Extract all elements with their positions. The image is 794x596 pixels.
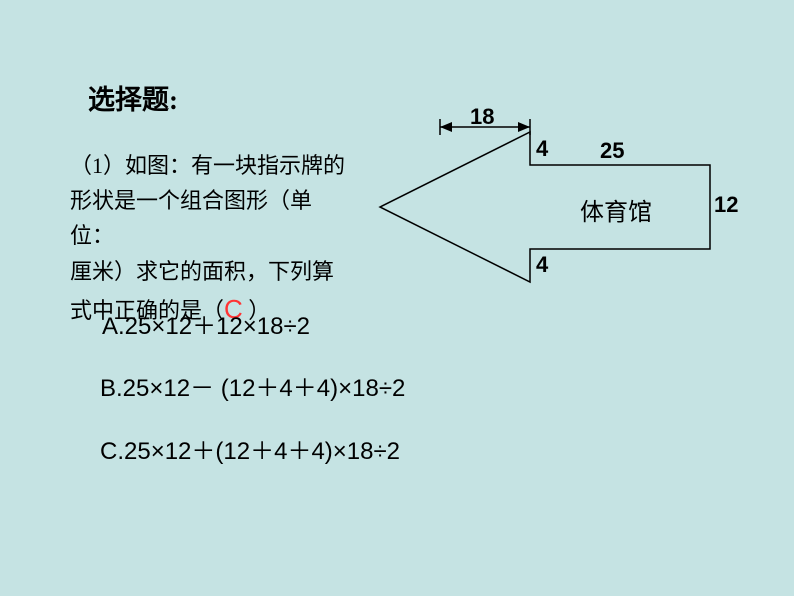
option-a: A.25×12＋12×18÷2 bbox=[102, 306, 310, 341]
arrow-shape-svg bbox=[370, 112, 730, 292]
top-bracket-arrow-right bbox=[518, 122, 530, 132]
dim-label-4-top: 4 bbox=[536, 136, 548, 162]
dim-label-4-bottom: 4 bbox=[536, 252, 548, 278]
question-line-1: （1）如图：有一块指示牌的 bbox=[70, 153, 345, 178]
gym-label: 体育馆 bbox=[580, 192, 652, 227]
option-b: B.25×12－ (12＋4＋4)×18÷2 bbox=[100, 368, 405, 403]
dim-label-25: 25 bbox=[600, 138, 624, 164]
arrow-diagram: 18 4 25 12 4 体育馆 bbox=[370, 112, 730, 292]
top-bracket-arrow-left bbox=[440, 122, 452, 132]
dim-label-12: 12 bbox=[714, 192, 738, 218]
option-c: C.25×12＋(12＋4＋4)×18÷2 bbox=[100, 431, 400, 466]
dim-label-18: 18 bbox=[470, 104, 494, 130]
question-line-3: 厘米）求它的面积，下列算 bbox=[70, 259, 334, 284]
question-line-2: 形状是一个组合图形（单位： bbox=[70, 188, 312, 248]
question-stem: （1）如图：有一块指示牌的 形状是一个组合图形（单位： 厘米）求它的面积，下列算… bbox=[70, 148, 350, 330]
section-title: 选择题: bbox=[88, 78, 178, 117]
